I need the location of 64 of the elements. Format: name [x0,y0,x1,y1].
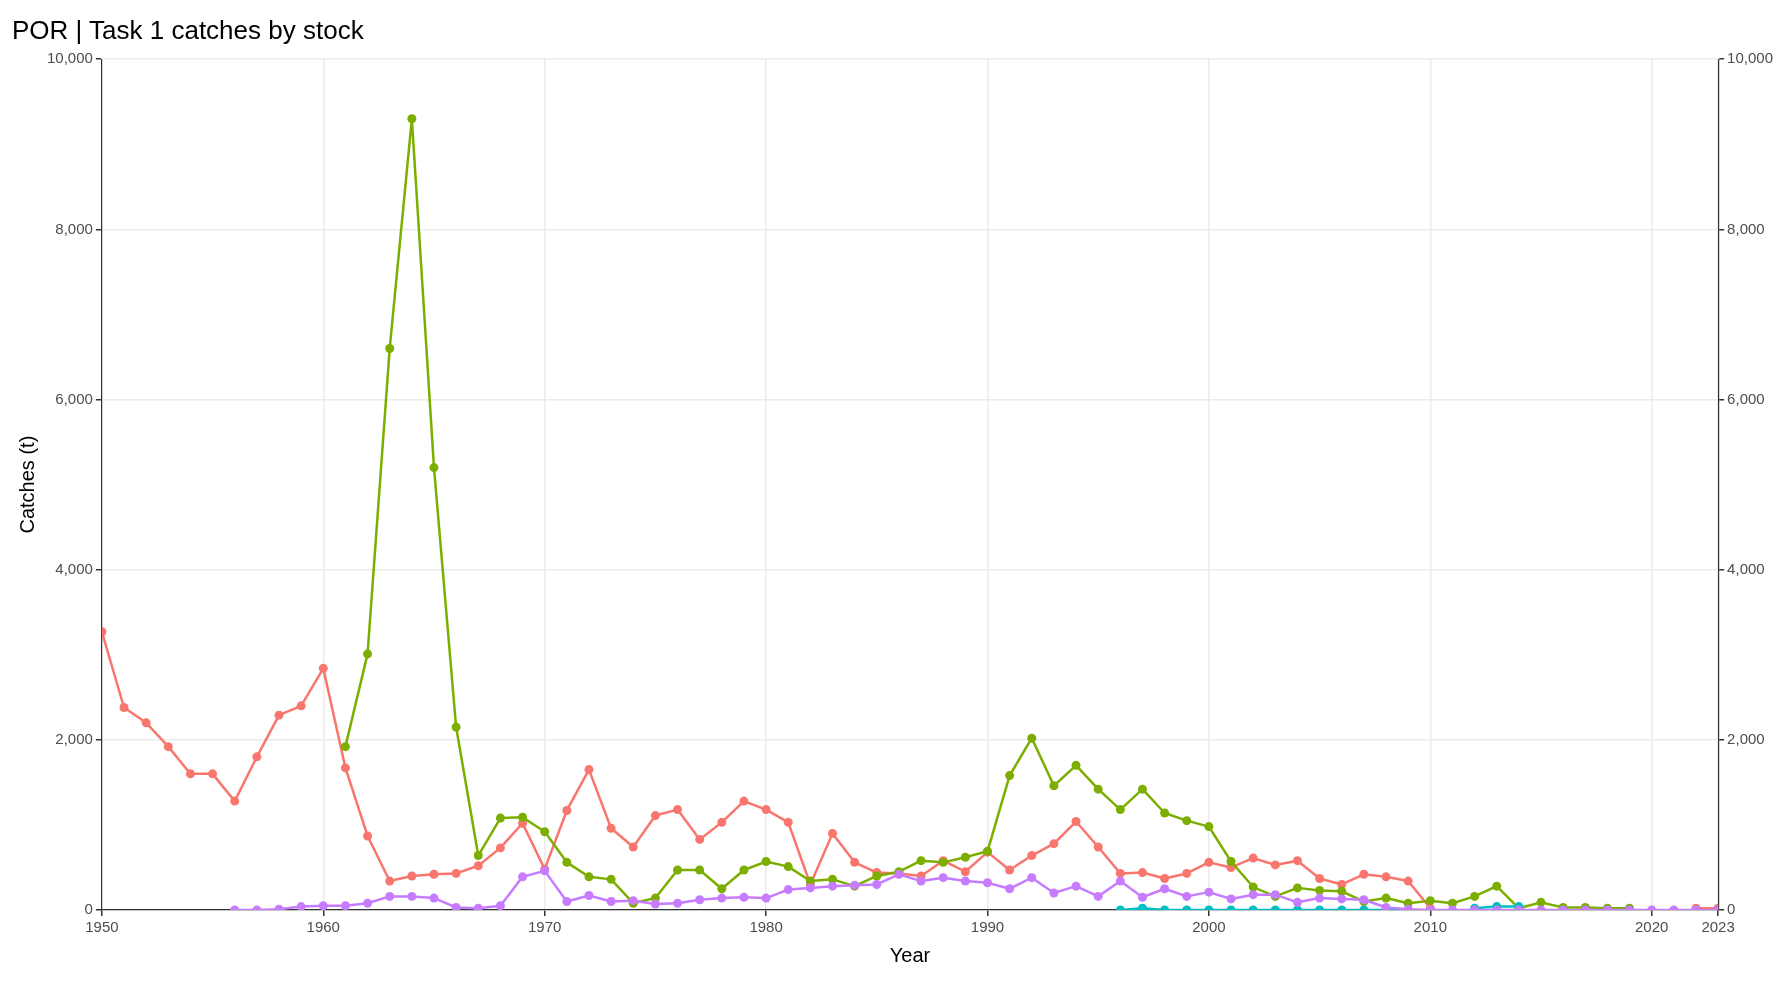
point [385,343,395,353]
point [407,114,417,124]
point [562,857,572,867]
y-tick-label: 4,000 [55,559,93,577]
point [739,865,749,875]
point [1315,885,1325,895]
x-tick-label: 2010 [1413,918,1447,936]
chart-title: POR | Task 1 catches by stock [12,14,365,45]
x-tick-label: 2020 [1635,918,1669,936]
point [584,872,594,882]
point [695,865,705,875]
point [717,884,727,894]
x-tick-label: 2000 [1192,918,1226,936]
y-tick-label: 8,000 [55,219,93,237]
y-tick-label: 10,000 [46,49,93,67]
point [761,857,771,866]
point [1160,808,1170,818]
y-tick-label: 0 [84,900,93,918]
point [1204,822,1214,832]
point [518,812,528,822]
y-tick-label: 2,000 [55,729,93,747]
y2-tick-label: 2,000 [1727,729,1765,747]
y2-tick-label: 4,000 [1727,559,1765,577]
point [1292,883,1302,893]
y2-tick-label: 6,000 [1727,389,1765,407]
x-tick-label: 2023 [1701,918,1735,936]
x-tick-label: 1990 [970,918,1005,936]
point [916,856,926,866]
point [1337,886,1347,896]
point [960,852,970,862]
y2-tick-label: 0 [1727,900,1736,918]
x-tick-label: 1960 [306,918,340,936]
y-axis-title: Catches (t) [15,435,38,534]
point [1381,893,1391,903]
point [340,742,350,752]
x-axis-title: Year [889,943,931,966]
x-tick-label: 1950 [85,918,119,936]
point [606,874,616,884]
point [1137,784,1147,794]
point [473,851,483,861]
point [1137,903,1147,910]
point [1425,896,1435,906]
y2-tick-label: 8,000 [1727,219,1765,237]
x-tick-label: 1980 [749,918,783,936]
y-tick-label: 6,000 [55,389,93,407]
x-tick-label: 1970 [528,918,562,936]
point [429,463,439,473]
point [451,722,461,732]
point [1115,805,1125,815]
point [1071,760,1081,770]
point [1226,857,1236,866]
point [1492,881,1502,891]
point [783,862,793,872]
point [1470,891,1480,901]
point [495,813,505,823]
point [1182,816,1192,826]
point [363,649,373,659]
point [540,827,550,837]
point [1005,771,1015,781]
point [1027,733,1037,743]
point [1049,781,1059,791]
point [673,865,683,875]
point [1093,784,1103,794]
y2-tick-label: 10,000 [1727,49,1774,67]
